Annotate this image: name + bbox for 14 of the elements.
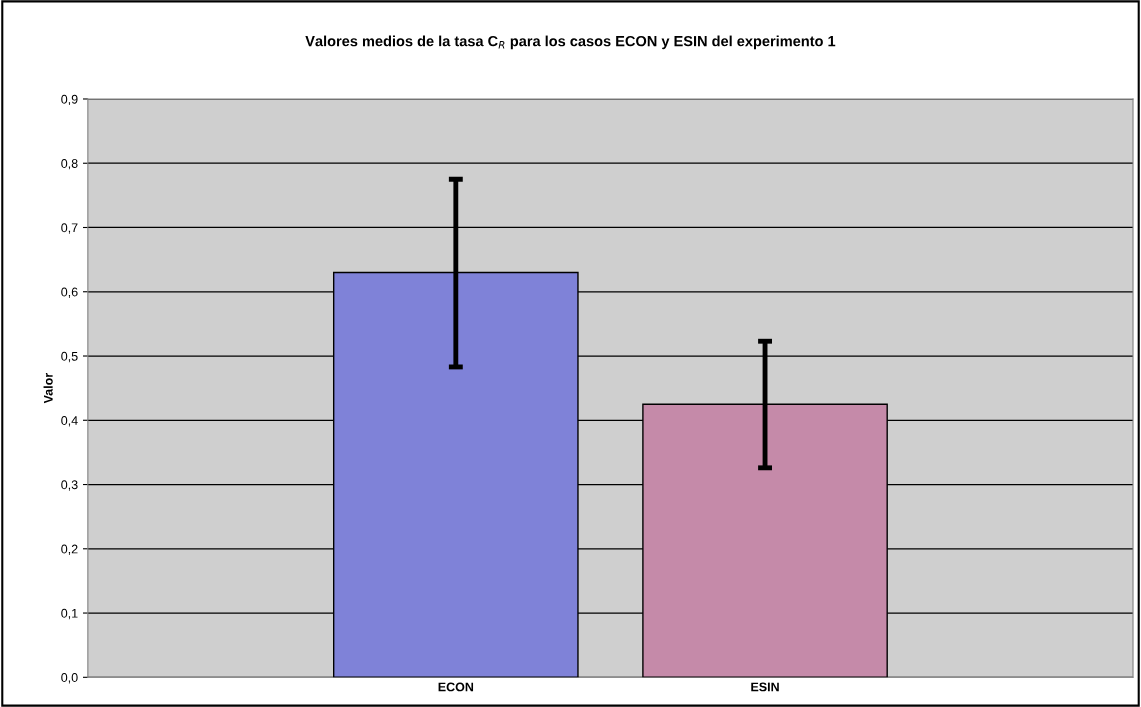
y-tick-label: 0,5 — [61, 351, 78, 363]
y-tick-label: 0,0 — [61, 673, 78, 684]
y-tick-label: 0,8 — [61, 159, 78, 170]
x-tick-label: ECON — [438, 682, 474, 692]
chart-title: Valores medios de la tasa C$_{R}$ para los casos ECON y ESIN del experimento 1 — [305, 35, 836, 50]
y-tick-label: 0,4 — [61, 416, 78, 427]
x-tick-label: ESIN — [751, 682, 779, 692]
y-tick-label: 0,3 — [61, 480, 78, 491]
y-tick-label: 0,6 — [61, 287, 78, 298]
y-tick-label: 0,2 — [61, 544, 78, 555]
y-axis-title: Valor — [43, 373, 53, 404]
y-tick-label: 0,9 — [61, 94, 78, 106]
y-tick-label: 0,1 — [61, 608, 78, 620]
y-tick-label: 0,7 — [61, 223, 78, 234]
